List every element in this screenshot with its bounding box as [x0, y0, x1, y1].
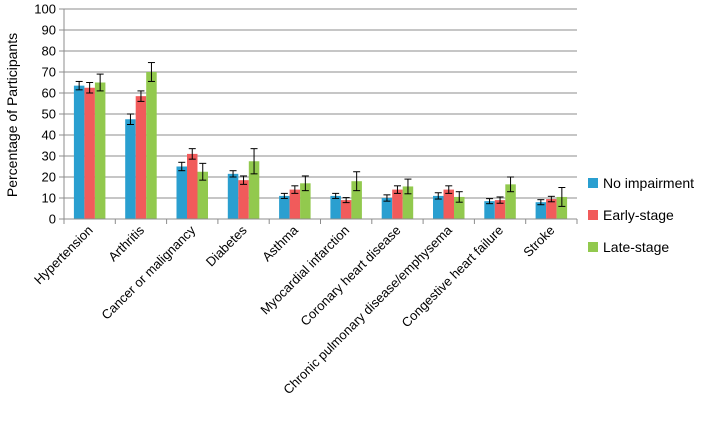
bar-no-impairment-9 — [535, 202, 547, 219]
y-tick-label: 0 — [49, 212, 56, 227]
error-bar — [147, 62, 155, 82]
bar-late-stage-6 — [402, 186, 414, 219]
error-bar — [455, 191, 463, 203]
error-bar — [96, 73, 104, 92]
legend-swatch — [588, 178, 598, 188]
error-bar — [393, 185, 401, 194]
y-tick-label: 40 — [42, 128, 56, 143]
bar-late-stage-7 — [454, 196, 465, 219]
y-tick-label: 50 — [42, 107, 56, 122]
error-bar — [383, 194, 391, 202]
y-tick-label: 10 — [42, 191, 56, 206]
category-label: Myocardial infarction — [257, 223, 352, 318]
error-bar — [126, 113, 134, 125]
error-bar — [229, 170, 237, 178]
y-tick-label: 100 — [34, 2, 56, 17]
legend-item-late-stage: Late-stage — [588, 239, 669, 255]
bar-no-impairment-3 — [227, 173, 239, 219]
error-bar — [537, 199, 545, 206]
y-tick-label: 20 — [42, 170, 56, 185]
bar-early-stage-8 — [494, 200, 506, 219]
bar-late-stage-8 — [505, 184, 516, 219]
error-bar — [547, 195, 555, 203]
error-bar — [280, 192, 288, 199]
bar-no-impairment-0 — [73, 85, 85, 220]
category-label: Asthma — [259, 222, 301, 264]
error-bar — [486, 198, 494, 205]
category-label: Arthritis — [105, 222, 147, 264]
error-bar — [342, 197, 350, 204]
y-axis-title: Percentage of Participants — [4, 33, 20, 197]
bar-late-stage-5 — [351, 181, 362, 219]
legend-item-no-impairment: No impairment — [588, 175, 694, 191]
bar-early-stage-9 — [546, 199, 557, 219]
category-label: Congestive heart failure — [398, 223, 506, 331]
bar-late-stage-1 — [146, 72, 157, 219]
legend-item-early-stage: Early-stage — [588, 207, 674, 223]
bar-no-impairment-2 — [176, 166, 187, 219]
error-bar — [332, 192, 340, 199]
bar-early-stage-2 — [187, 153, 198, 219]
error-bar — [445, 185, 453, 194]
error-bar — [291, 185, 299, 194]
bar-no-impairment-4 — [279, 195, 290, 219]
y-tick-label: 90 — [42, 23, 56, 38]
category-label: Coronary heart disease — [297, 223, 403, 329]
bar-early-stage-0 — [84, 87, 95, 219]
bar-late-stage-4 — [300, 183, 311, 219]
bar-early-stage-7 — [443, 189, 454, 219]
y-tick-label: 70 — [42, 65, 56, 80]
bars — [73, 62, 568, 220]
bar-late-stage-2 — [197, 171, 208, 219]
category-label: Cancer or malignancy — [98, 222, 198, 322]
legend: No impairment Early-stage Late-stage — [588, 175, 694, 255]
legend-label: Early-stage — [603, 207, 674, 223]
error-bar — [496, 196, 504, 204]
y-tick-label: 80 — [42, 44, 56, 59]
bar-no-impairment-5 — [330, 195, 341, 219]
error-bar — [507, 176, 515, 193]
y-tick-label: 30 — [42, 149, 56, 164]
error-bar — [86, 82, 94, 94]
error-bar — [137, 90, 145, 102]
error-bar — [353, 171, 361, 192]
error-bar — [434, 192, 442, 200]
legend-label: No impairment — [603, 175, 694, 191]
error-bar — [178, 161, 186, 172]
bar-early-stage-4 — [289, 189, 301, 219]
category-label: Stroke — [520, 223, 557, 260]
error-bar — [199, 162, 207, 181]
legend-swatch — [588, 242, 598, 252]
error-bar — [404, 178, 412, 195]
bar-no-impairment-6 — [381, 198, 393, 219]
bar-late-stage-9 — [556, 196, 568, 219]
bar-early-stage-5 — [340, 200, 352, 219]
category-label: Hypertension — [31, 223, 96, 288]
error-bar — [301, 175, 309, 192]
error-bar — [240, 175, 248, 185]
bar-late-stage-3 — [248, 161, 260, 219]
legend-label: Late-stage — [603, 239, 669, 255]
axes — [59, 8, 578, 224]
bar-no-impairment-7 — [433, 195, 444, 219]
error-bar — [558, 187, 566, 207]
bar-early-stage-6 — [392, 189, 403, 219]
bar-late-stage-0 — [94, 82, 106, 219]
error-bar — [75, 80, 83, 91]
bar-no-impairment-1 — [125, 119, 136, 219]
bar-early-stage-3 — [238, 180, 249, 219]
legend-swatch — [588, 210, 598, 220]
error-bar — [188, 148, 196, 160]
error-bar — [250, 148, 258, 175]
y-tick-label: 60 — [42, 86, 56, 101]
bar-no-impairment-8 — [484, 201, 495, 219]
bar-early-stage-1 — [135, 96, 147, 219]
category-label: Diabetes — [203, 222, 250, 269]
